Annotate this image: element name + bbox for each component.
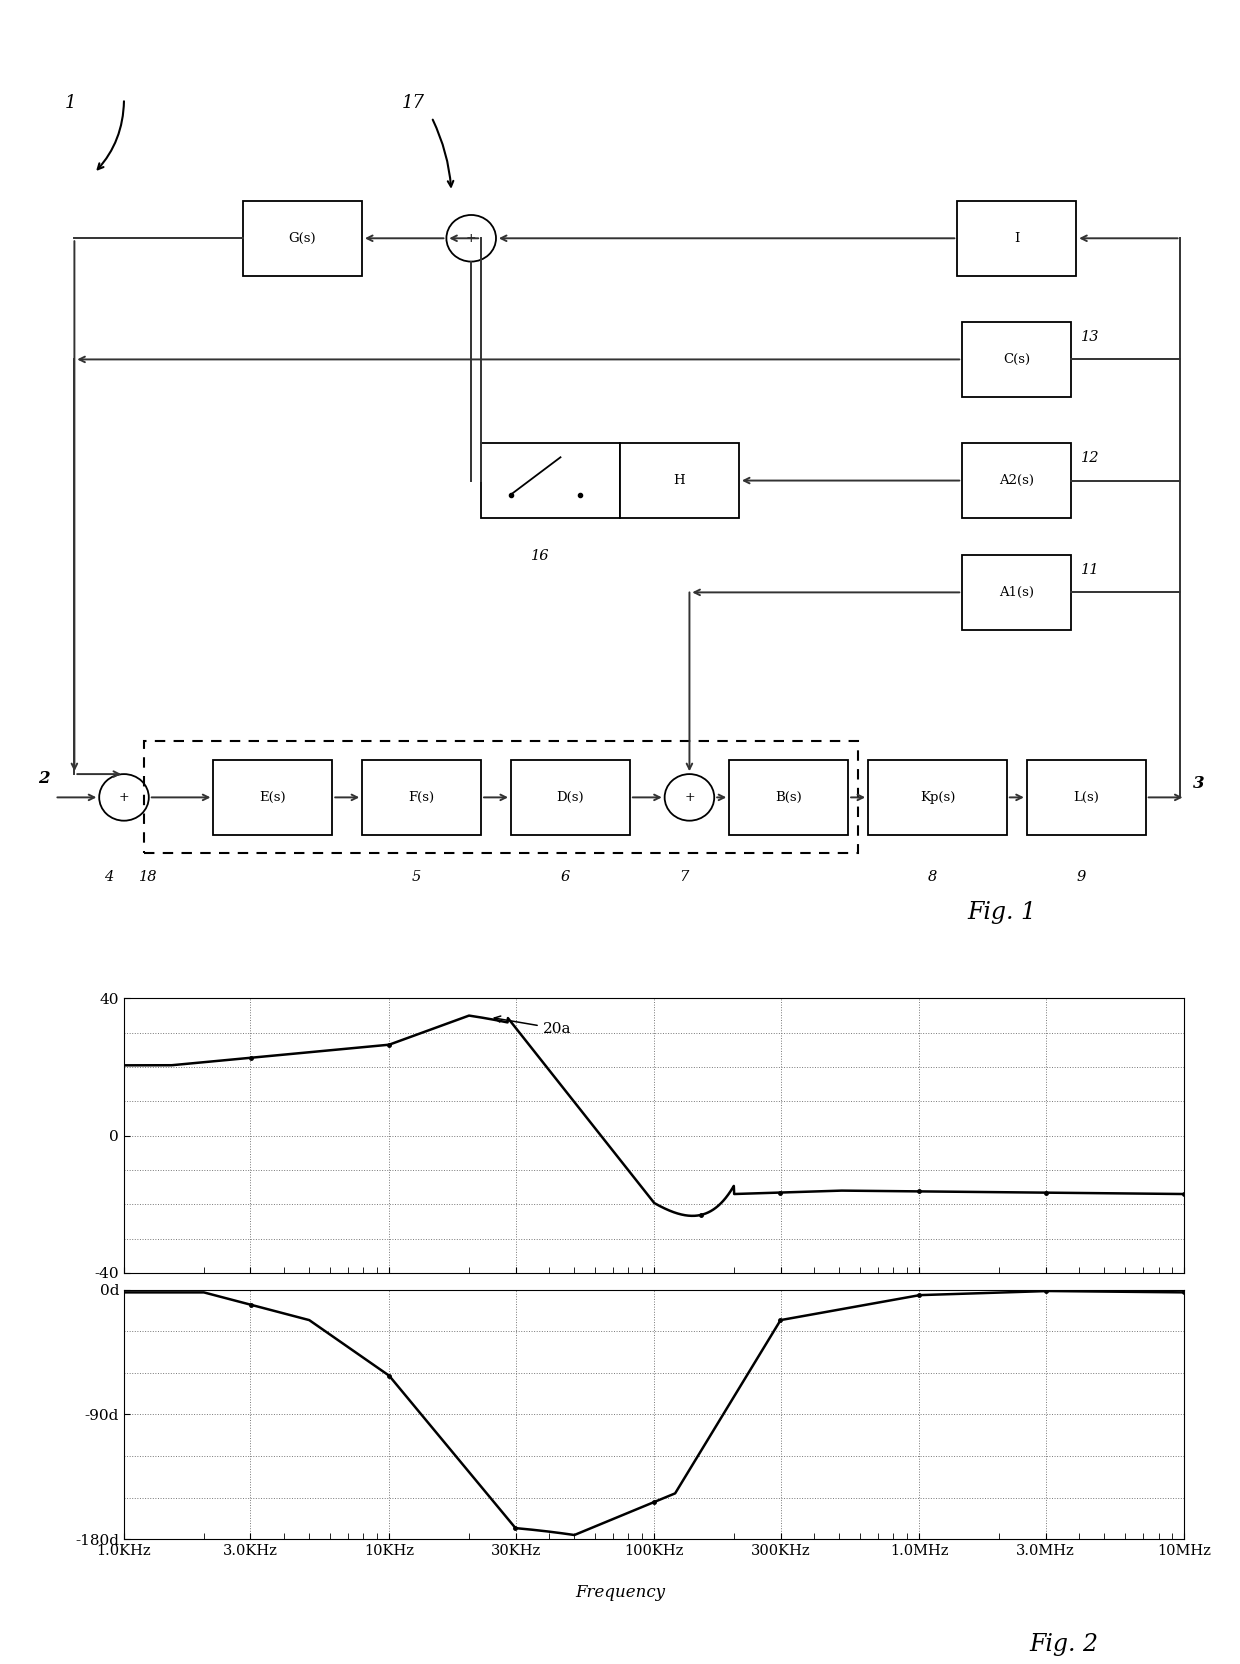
Bar — [729, 760, 848, 835]
Bar — [362, 760, 481, 835]
Bar — [511, 760, 630, 835]
Text: 5: 5 — [412, 870, 420, 884]
Circle shape — [665, 774, 714, 820]
Text: D(s): D(s) — [557, 790, 584, 804]
Text: L(s): L(s) — [1074, 790, 1099, 804]
Text: E(s): E(s) — [259, 790, 286, 804]
Bar — [213, 760, 332, 835]
Text: I: I — [1014, 231, 1019, 245]
Bar — [620, 443, 739, 518]
Text: 12: 12 — [1081, 451, 1100, 464]
Text: 4: 4 — [104, 870, 113, 884]
Text: +: + — [684, 790, 694, 804]
Text: Frequency: Frequency — [575, 1584, 665, 1601]
Text: B(s): B(s) — [775, 790, 802, 804]
Circle shape — [446, 215, 496, 261]
Text: 17: 17 — [402, 93, 425, 111]
Text: 2: 2 — [38, 770, 50, 787]
Text: Kp(s): Kp(s) — [920, 790, 955, 804]
Bar — [144, 742, 858, 854]
Bar — [962, 443, 1071, 518]
Bar — [868, 760, 1007, 835]
Text: 20a: 20a — [495, 1017, 572, 1035]
Text: A1(s): A1(s) — [999, 586, 1034, 599]
Text: 3: 3 — [1193, 775, 1205, 792]
Bar — [481, 443, 620, 518]
Text: A2(s): A2(s) — [999, 474, 1034, 488]
Text: C(s): C(s) — [1003, 353, 1030, 366]
Text: H: H — [673, 474, 686, 488]
Text: 8: 8 — [928, 870, 936, 884]
Text: 16: 16 — [531, 549, 549, 562]
Text: G(s): G(s) — [289, 231, 316, 245]
Bar — [243, 201, 362, 276]
Text: F(s): F(s) — [408, 790, 435, 804]
Text: +: + — [466, 231, 476, 245]
Text: 18: 18 — [139, 870, 157, 884]
Text: 7: 7 — [680, 870, 688, 884]
Text: 1: 1 — [64, 93, 76, 111]
Text: Fig. 1: Fig. 1 — [967, 900, 1037, 924]
Bar — [962, 556, 1071, 629]
Text: 13: 13 — [1081, 329, 1100, 344]
Text: Fig. 2: Fig. 2 — [1029, 1632, 1099, 1656]
Bar — [962, 323, 1071, 396]
Text: 6: 6 — [560, 870, 569, 884]
Circle shape — [99, 774, 149, 820]
Text: +: + — [119, 790, 129, 804]
Text: 11: 11 — [1081, 562, 1100, 577]
Bar — [957, 201, 1076, 276]
Bar — [1027, 760, 1146, 835]
Text: 9: 9 — [1076, 870, 1085, 884]
